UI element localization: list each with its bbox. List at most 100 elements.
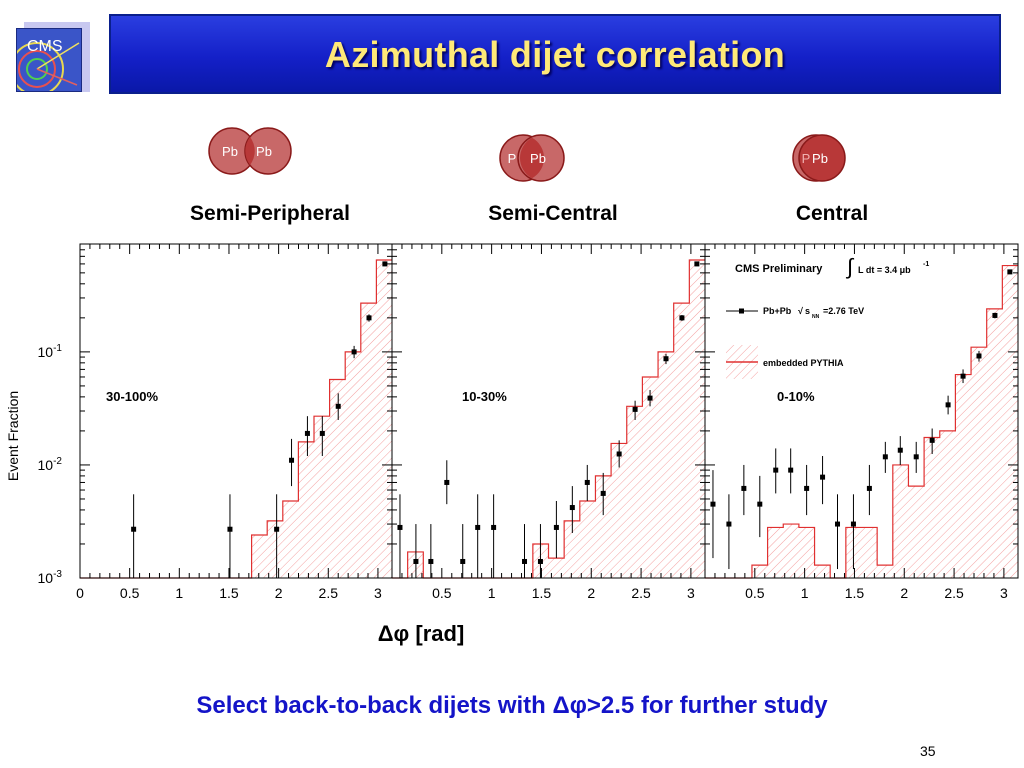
data-point <box>866 485 872 491</box>
x-tick-label: 2.5 <box>319 585 339 601</box>
centrality-label: 10-30% <box>462 389 507 404</box>
nucleus-label-right: Pb <box>812 151 828 166</box>
mc-bin-fill <box>861 527 878 578</box>
x-tick-label: 0.5 <box>120 585 140 601</box>
collision-semi-central: P Pb <box>499 134 565 182</box>
centrality-label: 30-100% <box>106 389 158 404</box>
data-point <box>319 430 325 436</box>
data-point <box>428 558 434 564</box>
data-point <box>351 349 357 355</box>
data-point <box>382 261 388 267</box>
x-tick-label: 1.5 <box>219 585 239 601</box>
panel-2: 0.5 1 1.5 2 2.5 3 0-10% <box>704 243 1019 601</box>
data-point <box>773 467 779 473</box>
mc-bin-fill <box>877 565 893 578</box>
data-point <box>335 403 341 409</box>
page-number: 35 <box>920 743 936 759</box>
data-point <box>897 447 903 453</box>
data-point <box>757 501 763 507</box>
collision-central: P Pb <box>792 134 846 182</box>
mc-bin-fill <box>564 520 580 578</box>
mc-bin-fill <box>548 558 565 578</box>
data-point <box>569 505 575 511</box>
x-tick-label: 2.5 <box>944 585 964 601</box>
data-point <box>584 479 590 485</box>
data-point <box>850 521 856 527</box>
data-point <box>663 356 669 362</box>
mc-bin-fill <box>376 259 392 578</box>
data-point <box>992 312 998 318</box>
legend-data-marker <box>739 308 744 314</box>
title-bar: Azimuthal dijet correlation <box>109 14 1001 94</box>
label-semi-peripheral: Semi-Peripheral <box>190 202 350 225</box>
collision-diagrams: Pb Pb P Pb P Pb <box>208 127 846 182</box>
data-point <box>929 437 935 443</box>
legend-integral-sign: ∫ <box>845 254 855 279</box>
mc-bin-fill <box>345 351 361 578</box>
y-tick-label: 10-3 <box>38 569 63 586</box>
data-point <box>475 524 481 530</box>
nucleus-right <box>798 134 846 182</box>
mc-bin-fill <box>267 520 283 578</box>
mc-bin-fill <box>955 374 972 578</box>
mc-bin-fill <box>360 303 377 578</box>
mc-bin-fill <box>971 347 987 578</box>
data-point <box>491 524 497 530</box>
mc-bin-fill <box>924 437 940 578</box>
footer-text: Select back-to-back dijets with Δφ>2.5 f… <box>196 692 828 719</box>
chart-panels: 0 0.5 1 1.5 2 2.5 330-100%0.5 1 1.5 2 2.5 310-30%0.… <box>38 243 1019 601</box>
data-point <box>366 315 372 321</box>
mc-bin-fill <box>642 376 659 578</box>
x-tick-label: 3 <box>374 585 382 601</box>
cms-logo-graphic: CMS <box>17 38 80 91</box>
data-point <box>788 467 794 473</box>
data-point <box>647 395 653 401</box>
mc-bin-fill <box>798 527 815 578</box>
data-point <box>945 402 951 408</box>
data-point <box>600 490 606 496</box>
legend-energy-sub: NN <box>812 314 820 320</box>
mc-bin-fill <box>298 441 314 578</box>
y-axis-label: Event Fraction <box>5 391 21 481</box>
data-point <box>913 454 919 460</box>
panel-0: 0 0.5 1 1.5 2 2.5 3 30-100% <box>76 243 393 601</box>
data-point <box>537 558 543 564</box>
data-point <box>131 526 137 532</box>
mc-bin-fill <box>658 351 674 578</box>
mc-bin-fill <box>673 303 690 578</box>
mc-bin-fill <box>751 565 768 578</box>
x-tick-label: 0 <box>76 585 84 601</box>
data-point <box>460 558 466 564</box>
y-tick-label: 10-2 <box>38 456 63 473</box>
data-point <box>616 451 622 457</box>
data-point <box>522 558 528 564</box>
mc-histogram-line <box>705 264 1018 579</box>
data-point <box>710 501 716 507</box>
cms-logo: CMS <box>16 22 90 92</box>
mc-bin-fill <box>908 486 925 578</box>
legend-lumi: L dt = 3.4 μb <box>858 265 911 275</box>
nucleus-right <box>244 127 292 175</box>
nucleus-label-left: P <box>508 151 517 166</box>
label-central: Central <box>795 202 869 225</box>
x-tick-label: 2 <box>275 585 283 601</box>
data-point <box>304 430 310 436</box>
legend-mc-label: embedded PYTHIA <box>763 358 844 368</box>
nucleus-label-right: Pb <box>256 144 272 159</box>
x-tick-label: 1 <box>488 585 496 601</box>
data-point <box>960 373 966 379</box>
data-point <box>804 485 810 491</box>
mc-bin-fill <box>595 475 612 578</box>
logo-text: CMS <box>27 38 63 55</box>
label-semi-central: Semi-Central <box>488 202 618 225</box>
data-point <box>820 474 826 480</box>
legend-energy-value: =2.76 TeV <box>823 306 864 316</box>
mc-bin-fill <box>314 416 330 578</box>
mc-bin-fill <box>1002 265 1018 578</box>
mc-bin-fill <box>579 500 596 578</box>
data-point <box>726 521 732 527</box>
x-tick-label: 0.5 <box>432 585 452 601</box>
mc-bin-fill <box>282 500 299 578</box>
chart-legend: CMS Preliminary ∫ L dt = 3.4 μb -1 Pb+Pb… <box>726 254 929 379</box>
data-point <box>289 457 295 463</box>
